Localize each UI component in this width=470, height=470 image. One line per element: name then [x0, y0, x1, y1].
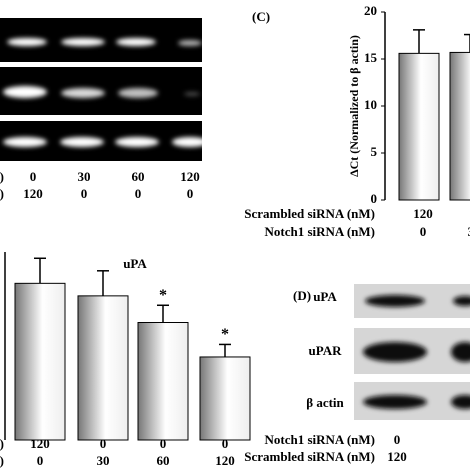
x-tick-label: 120	[30, 436, 50, 451]
gel-image	[0, 18, 208, 161]
lane-label: 0	[81, 186, 88, 201]
bar	[199, 356, 251, 441]
lane-label: 0	[135, 186, 142, 201]
y-tick-label: 10	[364, 97, 377, 112]
lane-label: 60	[132, 169, 145, 184]
band-label: uPA	[313, 289, 337, 304]
row-label: l)	[0, 453, 4, 468]
lane-label: 0	[394, 432, 401, 447]
lane-label: 30	[78, 169, 91, 184]
row-label: l)	[0, 169, 4, 184]
row-label: Scrambled siRNA (nM)	[244, 449, 375, 464]
blot-image	[354, 284, 470, 420]
lane-label: 120	[23, 186, 43, 201]
x-tick-label: 0	[222, 436, 229, 451]
bar	[449, 51, 470, 201]
significance-mark: *	[159, 287, 167, 304]
band-label: β actin	[306, 395, 344, 410]
y-axis-label: ΔCt (Normalized to β actin)	[347, 35, 361, 177]
significance-mark: *	[221, 326, 229, 343]
row-label: Scrambled siRNA (nM)	[244, 206, 375, 221]
chart-title: uPA	[123, 256, 147, 271]
x-tick-label: 0	[37, 453, 44, 468]
bar	[137, 322, 189, 441]
lane-label: 0	[187, 186, 194, 201]
x-tick-label: 120	[215, 453, 235, 468]
row-label: l)	[0, 186, 4, 201]
row-label: Notch1 siRNA (nM)	[265, 432, 376, 447]
x-tick-label: 120	[413, 206, 433, 221]
panel-label: (C)	[252, 9, 270, 24]
lane-label: 120	[180, 169, 200, 184]
bar	[14, 282, 66, 441]
x-tick-label: 30	[97, 453, 110, 468]
row-label: l)	[0, 436, 4, 451]
x-tick-label: 0	[420, 224, 427, 239]
lane-label: 120	[387, 449, 407, 464]
row-label: Notch1 siRNA (nM)	[265, 224, 376, 239]
bar	[398, 52, 440, 201]
x-tick-label: 30	[468, 224, 470, 239]
lane-label: 0	[30, 169, 37, 184]
x-tick-label: 0	[160, 436, 167, 451]
y-tick-label: 15	[364, 50, 378, 65]
x-tick-label: 60	[157, 453, 170, 468]
y-tick-label: 0	[371, 191, 378, 206]
bar	[77, 295, 129, 441]
panel-label: (D)	[293, 288, 311, 303]
x-tick-label: 0	[100, 436, 107, 451]
y-tick-label: 5	[371, 144, 378, 159]
y-tick-label: 20	[364, 3, 377, 18]
band-label: uPAR	[309, 343, 343, 358]
